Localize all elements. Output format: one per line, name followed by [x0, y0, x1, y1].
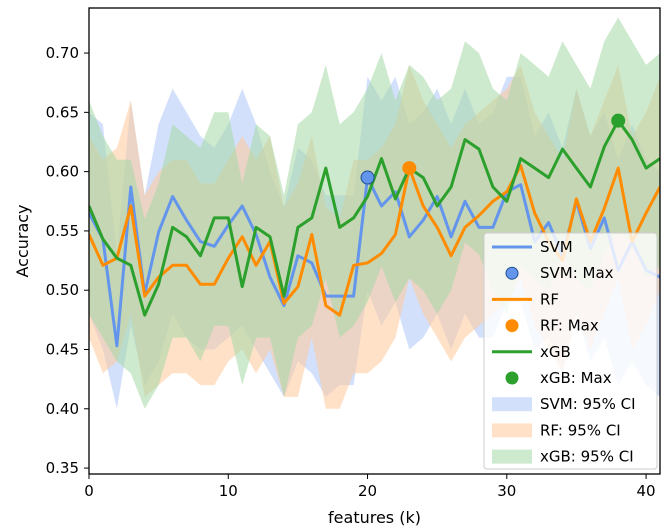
legend-swatch [492, 449, 532, 464]
axes-frame [88, 7, 661, 475]
y-tick-label: 0.45 [46, 340, 79, 358]
legend-item-xgb-ci: xGB: 95% CI [492, 448, 634, 466]
legend-label: SVM: Max [540, 264, 614, 282]
y-tick-label: 0.60 [46, 163, 79, 181]
legend-label: SVM: 95% CI [540, 395, 636, 413]
y-tick-label: 0.65 [46, 103, 79, 121]
legend-swatch [492, 423, 532, 438]
x-tick-label: 0 [84, 482, 94, 500]
x-tick-label: 30 [497, 482, 516, 500]
legend-item-rf-max: RF: Max [505, 317, 599, 335]
legend-item-svm-max: SVM: Max [505, 264, 614, 282]
x-tick-label: 20 [358, 482, 377, 500]
legend-swatch [505, 266, 519, 280]
legend-label: RF: 95% CI [540, 421, 621, 439]
x-axis-label: features (k) [328, 508, 421, 527]
legend-swatch [505, 371, 519, 385]
legend-item-rf: RF [492, 290, 559, 308]
legend-label: RF [540, 290, 559, 308]
rf-max-point [402, 161, 417, 176]
x-tick-label: 40 [637, 482, 656, 500]
svm-max-point [360, 170, 375, 185]
legend-label: xGB: 95% CI [540, 448, 634, 466]
legend-item-svm-ci: SVM: 95% CI [492, 395, 636, 413]
xgb-max-point [611, 113, 626, 128]
y-axis-label: Accuracy [13, 204, 32, 277]
y-tick-label: 0.35 [46, 459, 79, 477]
legend-swatch [505, 319, 519, 333]
xgb-ci-band [89, 17, 660, 409]
max-markers [360, 113, 626, 185]
legend-item-rf-ci: RF: 95% CI [492, 421, 621, 439]
legend-swatch [492, 397, 532, 412]
legend-label: RF: Max [540, 317, 599, 335]
y-axis-ticks: 0.35 0.40 0.45 0.50 0.55 0.60 0.65 0.70 [46, 44, 89, 477]
legend-label: SVM [540, 238, 573, 256]
y-tick-label: 0.70 [46, 44, 79, 62]
legend-item-xgb-max: xGB: Max [505, 369, 612, 387]
legend-label: xGB: Max [540, 369, 612, 387]
legend-label: xGB [540, 343, 571, 361]
y-tick-label: 0.55 [46, 222, 79, 240]
x-axis-ticks: 0 10 20 30 40 [84, 474, 656, 500]
legend-item-xgb: xGB [492, 343, 571, 361]
x-tick-label: 10 [219, 482, 238, 500]
y-tick-label: 0.50 [46, 281, 79, 299]
confidence-bands [89, 17, 660, 409]
y-tick-label: 0.40 [46, 400, 79, 418]
legend-item-svm: SVM [492, 238, 573, 256]
legend: SVM SVM: Max RF RF: Max xGB xGB: Max SVM: 95% … [483, 232, 658, 470]
